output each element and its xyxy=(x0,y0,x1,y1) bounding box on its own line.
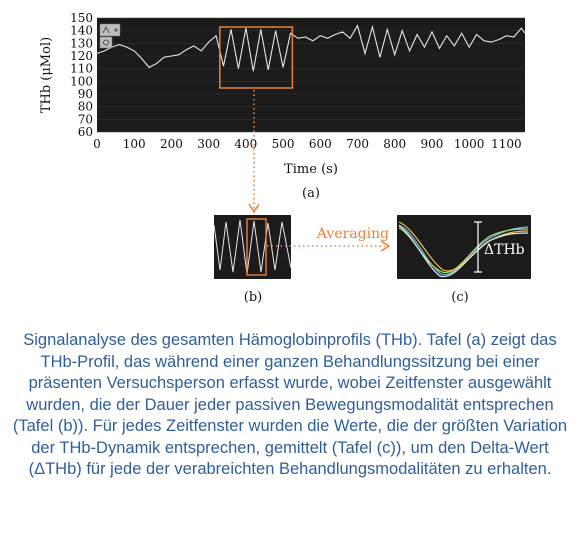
panel-b-label: (b) xyxy=(244,290,262,305)
x-tick-label: 1100 xyxy=(491,137,522,151)
panel-b: (b) xyxy=(213,215,292,305)
zoom-tool-icon[interactable] xyxy=(99,23,121,37)
x-tick-label: 800 xyxy=(383,137,406,151)
figure: 0 100 200 300 400 500 600 700 800 900 1000 1100 607… xyxy=(39,11,531,305)
panel-c-label: (c) xyxy=(451,290,468,305)
x-tick-label: 300 xyxy=(197,137,220,151)
avg-curve-3 xyxy=(398,221,529,272)
figure-caption: Signalanalyse des gesamten Hämoglobinpro… xyxy=(12,331,568,478)
x-axis-label: Time (s) xyxy=(284,162,338,177)
delta-thb-label: ΔTHb xyxy=(484,242,525,258)
x-tick-label: 600 xyxy=(309,137,332,151)
x-tick-label: 1000 xyxy=(454,137,485,151)
x-tick-label: 700 xyxy=(346,137,369,151)
y-axis-label: THb (μMol) xyxy=(39,37,54,113)
y-gridlines xyxy=(97,17,525,133)
averaging-arrow: Averaging xyxy=(267,226,391,252)
x-tick-label: 100 xyxy=(123,137,146,151)
panel-a: 0 100 200 300 400 500 600 700 800 900 1000 1100 607… xyxy=(39,11,526,201)
x-tick-label: 500 xyxy=(272,137,295,151)
thb-trace xyxy=(96,24,526,72)
panel-b-window xyxy=(246,218,267,276)
y-tick-label: 110 xyxy=(70,62,93,76)
arrow-a-to-b xyxy=(248,90,260,214)
x-tick-label: 0 xyxy=(93,137,101,151)
delta-bracket xyxy=(474,221,482,273)
y-tick-label: 150 xyxy=(70,11,93,25)
avg-curve-4 xyxy=(398,225,529,278)
y-tick-label: 70 xyxy=(78,112,93,126)
roi-window-box xyxy=(219,26,294,89)
y-tick-label: 80 xyxy=(78,100,93,114)
y-tick-label: 120 xyxy=(70,49,93,63)
panel-a-label: (a) xyxy=(302,186,320,201)
plot-toolbar[interactable] xyxy=(99,23,121,49)
x-tick-labels: 0 100 200 300 400 500 600 700 800 900 1000 1100 xyxy=(93,137,521,151)
panel-b-trace xyxy=(213,219,292,275)
y-tick-label: 100 xyxy=(70,74,93,88)
plot-area xyxy=(97,18,525,132)
x-tick-label: 900 xyxy=(421,137,444,151)
pan-tool-icon[interactable] xyxy=(99,36,113,49)
x-tick-label: 400 xyxy=(234,137,257,151)
panel-c: ΔTHb (c) xyxy=(397,215,531,305)
x-tick-label: 200 xyxy=(160,137,183,151)
y-tick-label: 60 xyxy=(78,125,93,139)
averaging-label: Averaging xyxy=(316,226,389,242)
y-tick-label: 130 xyxy=(70,36,93,50)
y-tick-label: 140 xyxy=(70,24,93,38)
y-tick-label: 90 xyxy=(78,87,93,101)
